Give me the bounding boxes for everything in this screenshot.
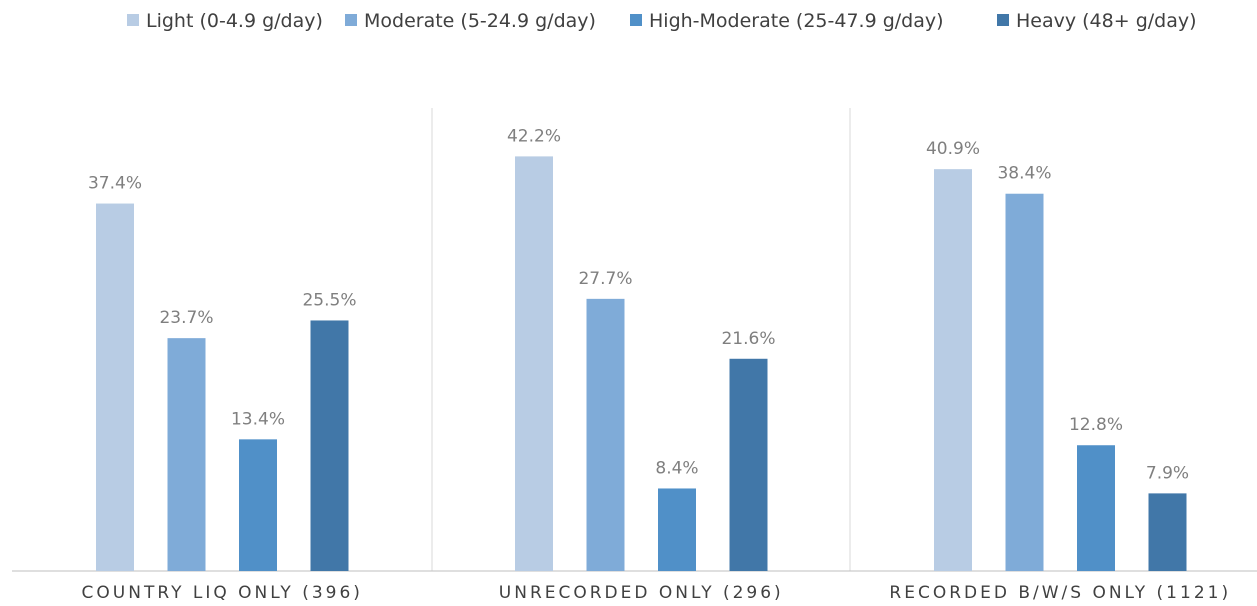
legend-swatch [345, 14, 357, 26]
bar [1148, 493, 1187, 571]
bar [1005, 193, 1044, 571]
legend-swatch [630, 14, 642, 26]
bar [167, 338, 206, 571]
category-label: COUNTRY LIQ ONLY (396) [82, 583, 363, 603]
data-label: 13.4% [231, 409, 285, 429]
data-label: 7.9% [1146, 463, 1189, 483]
bar [729, 358, 768, 571]
data-label: 40.9% [926, 139, 980, 159]
legend-label: Moderate (5-24.9 g/day) [364, 10, 596, 32]
data-labels: 37.4% 23.7% 13.4% 25.5% 42.2% 27.7% 8.4% 21.6% 4… [88, 126, 1189, 483]
category-labels: COUNTRY LIQ ONLY (396) UNRECORDED ONLY (2… [82, 583, 1231, 603]
bar [586, 298, 625, 571]
legend-label: Light (0-4.9 g/day) [146, 10, 323, 32]
bar [934, 169, 972, 571]
data-label: 25.5% [302, 290, 356, 310]
bar [515, 156, 553, 571]
legend-swatch [127, 14, 139, 26]
data-label: 21.6% [721, 329, 775, 349]
legend-label: Heavy (48+ g/day) [1016, 10, 1197, 32]
category-label: UNRECORDED ONLY (296) [499, 583, 784, 603]
bars [96, 156, 1187, 572]
legend-label: High-Moderate (25-47.9 g/day) [649, 10, 944, 32]
bar [96, 203, 134, 572]
data-label: 37.4% [88, 174, 142, 194]
data-label: 27.7% [578, 269, 632, 289]
bar [310, 320, 349, 571]
group-dividers [12, 108, 1257, 572]
data-label: 12.8% [1069, 415, 1123, 435]
data-label: 8.4% [655, 458, 698, 478]
category-label: RECORDED B/W/S ONLY (1121) [889, 583, 1231, 603]
legend: Light (0-4.9 g/day) Moderate (5-24.9 g/da… [127, 10, 1197, 32]
legend-swatch [997, 14, 1009, 26]
bar [239, 439, 277, 571]
data-label: 38.4% [997, 164, 1051, 184]
bar [658, 488, 696, 571]
data-label: 42.2% [507, 126, 561, 146]
data-label: 23.7% [159, 308, 213, 328]
bar [1077, 445, 1115, 571]
